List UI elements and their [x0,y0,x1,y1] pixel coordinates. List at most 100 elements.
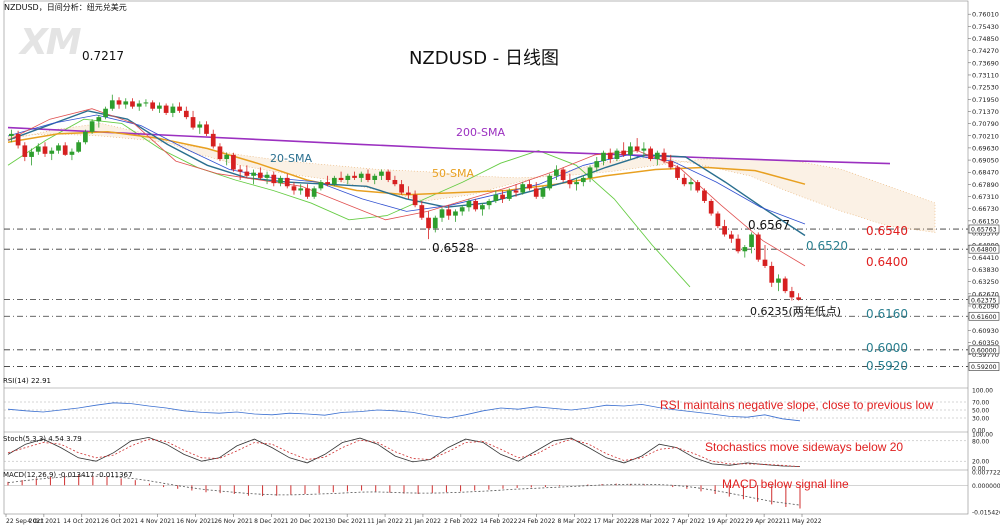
candle-body [237,169,243,172]
y-tick-label: 0.60350 [972,339,999,347]
candle-body [762,259,768,266]
candle-body [22,145,28,157]
candle-body [446,209,452,216]
candle-body [76,142,82,152]
candle-body [587,167,593,178]
candle-body [224,154,230,160]
x-tick-label: 30 Dec 2021 [328,518,367,525]
price-box-label: 0.60000 [971,347,997,354]
candle-body [681,177,687,185]
rsi-label: RSI(14) 22.91 [3,377,52,385]
candle-body [109,100,115,109]
price-box [968,224,1000,234]
y-tick-label: 0.73690 [972,59,999,67]
candle-body [163,105,169,113]
candle-body [459,207,465,212]
x-tick-label: 28 Mar 2022 [631,518,669,525]
rsi-level-label: 50.00 [972,408,989,415]
price-box-label: 0.59200 [971,364,997,371]
candle-body [634,146,640,151]
candle-body [486,200,492,206]
annotation-two-year-low: 0.6235(两年低点) [750,305,842,318]
label-50-sma: 50-SMA [432,167,474,180]
candle-body [379,171,384,176]
y-tick-label: 0.74850 [972,35,999,43]
y-tick-label: 0.70210 [972,132,999,140]
price-box [968,362,1000,371]
stoch-label: Stoch(5,3,3) 4.54 3.79 [3,435,82,443]
candle-body [412,194,418,206]
candle-body [480,205,485,210]
candle-body [210,133,216,147]
candle-body [89,121,95,132]
candle-body [594,161,600,168]
x-tick-label: 11 Jan 2022 [367,518,403,525]
candle-body [264,174,270,178]
level-label-6160: 0.6160 [866,307,908,321]
candle-body [244,171,250,176]
macd-annotation: MACD below signal line [722,477,849,491]
candle-body [352,175,357,178]
price-box [968,311,1000,321]
y-tick-label: 0.66150 [972,217,999,225]
candle-body [15,133,21,146]
candle-body [473,200,479,210]
sma50-line [7,131,806,196]
candle-body [580,177,586,183]
sma20-line [7,110,806,237]
candle-body [742,247,748,252]
macd-tick-label: -0.015426 [972,510,1000,517]
y-tick-label: 0.70790 [972,120,999,128]
price-box-label: 0.61600 [971,314,997,321]
candle-body [83,131,88,143]
stoch-d-line [7,438,801,468]
candle-body [325,182,330,185]
chart-title: NZDUSD - 日线图 [408,48,560,69]
stoch-level-label: 80.00 [972,438,989,445]
candle-body [130,101,135,107]
x-tick-label: 2 Feb 2022 [444,518,478,525]
candle-body [789,291,795,298]
price-box [968,295,1000,305]
candle-body [365,173,371,180]
macd-signal-line [7,475,801,506]
candle-body [298,188,304,191]
candle-body [271,174,277,184]
candle-body [143,102,149,104]
candle-body [69,151,75,155]
y-tick-label: 0.65570 [972,230,999,238]
y-tick-label: 0.62670 [972,290,999,298]
candle-body [533,188,539,197]
candle-body [35,146,41,152]
x-tick-label: 14 Oct 2021 [63,518,100,525]
x-tick-label: 29 Apr 2022 [746,518,783,525]
candle-body [702,190,707,201]
rsi-level-label: 100.00 [972,388,993,395]
candle-body [668,161,674,168]
y-tick-label: 0.67890 [972,181,999,189]
candle-body [399,184,404,193]
y-tick-label: 0.72530 [972,84,999,92]
candle-body [278,177,283,184]
macd-tick-label: 0.007722 [972,469,1000,476]
candle-body [331,177,337,185]
y-tick-label: 0.62090 [972,302,999,310]
candle-body [385,171,391,180]
candle-body [735,238,741,252]
x-tick-label: 11 May 2022 [782,518,821,525]
y-tick-label: 0.76010 [972,11,999,19]
candle-body [500,194,505,199]
x-tick-label: 22 Sep 2021 [6,518,44,525]
candle-body [42,146,48,154]
candle-body [796,297,801,300]
label-20-sma: 20-SMA [270,152,312,165]
candle-body [157,105,162,109]
x-tick-label: 4 Oct 2021 [27,518,60,525]
candle-body [123,101,129,105]
candle-body [688,182,694,185]
candle-body [493,194,499,201]
x-tick-label: 14 Feb 2022 [480,518,518,525]
kijun-line [7,114,806,225]
price-box-label: 0.64800 [971,247,997,254]
